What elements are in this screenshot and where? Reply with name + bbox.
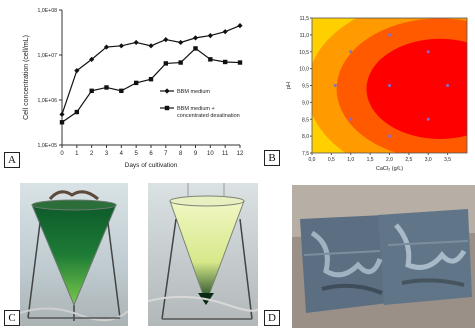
x-tick-label: 3 [105, 151, 109, 157]
x-tick-label: 1,5 [367, 157, 374, 163]
data-point [133, 80, 139, 86]
x-tick-label: 3,5 [444, 157, 451, 163]
x-tick-label: 2 [90, 151, 94, 157]
design-point [388, 84, 391, 87]
y-tick-label: 7,5 [302, 151, 309, 157]
x-tick-label: 6 [149, 151, 153, 157]
panel-c: C [0, 180, 262, 328]
x-axis-title: CaCl₂ (g/L) [376, 166, 403, 172]
x-tick-label: 0,5 [328, 157, 335, 163]
y-tick-label: 10,5 [299, 50, 309, 56]
y-tick-label: 1,0E+08 [38, 8, 58, 14]
data-point [103, 44, 110, 50]
y-tick-label: 8,5 [302, 117, 309, 123]
data-point [237, 23, 243, 29]
contour-band-7 [366, 38, 467, 139]
design-point [426, 50, 430, 54]
x-tick-label: 7 [164, 151, 168, 157]
legend-label-2: BBM medium + [177, 106, 215, 112]
x-tick-label: 0,0 [309, 157, 316, 163]
photo-reactor-dense-culture [20, 183, 128, 326]
data-point [89, 56, 95, 62]
x-tick-label: 12 [237, 151, 244, 157]
panel-a: 1,0E+05 1,0E+06 1,0E+07 1,0E+08 0 1 2 3 4 5 6 7 8 9 10… [0, 0, 258, 176]
data-point [163, 61, 169, 66]
data-point [208, 57, 213, 62]
data-point [192, 35, 199, 41]
y-axis-title: Cell concentration (cell/mL) [23, 35, 30, 120]
legend-marker-2 [164, 105, 170, 111]
x-tick-label: 0 [60, 151, 64, 157]
legend-label-1: BBM medium [177, 89, 210, 95]
panel-label-c: C [4, 310, 20, 326]
design-point [426, 117, 430, 121]
data-point [74, 109, 80, 115]
design-point [388, 33, 391, 37]
design-point [349, 117, 353, 121]
x-tick-label: 10 [207, 151, 214, 157]
data-point [237, 60, 243, 65]
x-tick-label: 1,0 [347, 157, 354, 163]
data-point [178, 39, 184, 46]
legend-label-2-cont: concentrated desalination [177, 113, 240, 119]
panel-label-a: A [4, 152, 20, 168]
x-tick-label: 1 [75, 151, 79, 157]
surface-bands [312, 18, 467, 153]
y-tick-label: 8,0 [302, 134, 309, 140]
x-tick-label: 2,0 [386, 157, 393, 163]
data-point [148, 76, 154, 82]
y-tick-label: 11,5 [300, 16, 310, 22]
data-point [119, 88, 124, 94]
data-point [163, 36, 169, 43]
panel-label-d: D [264, 310, 280, 326]
photo-dyed-fabric [292, 185, 475, 328]
data-point [89, 88, 94, 94]
data-point [193, 46, 198, 51]
photo-reactor-desalination-culture [148, 183, 258, 326]
y-tick-label: 9,0 [302, 100, 309, 106]
series-line-1 [61, 25, 241, 115]
x-tick-label: 3,0 [425, 157, 432, 163]
data-point [118, 43, 124, 49]
x-tick-label: 11 [222, 151, 229, 157]
y-tick-label: 1,0E+05 [38, 143, 58, 149]
y-tick-label: 1,0E+07 [38, 53, 58, 59]
x-tick-label: 5 [134, 151, 138, 157]
y-tick-label: 11,0 [300, 33, 310, 39]
data-point [59, 111, 65, 117]
data-point [148, 43, 154, 49]
growth-chart: 1,0E+051,0E+061,0E+071,0E+080 1 2 3 4 5 6 7 8 9 10… [23, 8, 244, 169]
data-point [133, 39, 139, 46]
x-tick-label: 2,5 [405, 157, 412, 163]
data-point [59, 120, 65, 125]
design-point [333, 84, 337, 87]
data-point [207, 32, 213, 39]
legend-marker-1 [164, 88, 170, 94]
design-point [446, 84, 450, 87]
y-tick-label: 9,5 [302, 84, 309, 90]
x-axis-title: Days of cultivation [125, 162, 178, 169]
data-point [222, 29, 228, 35]
panel-b: 7,5 8,0 8,5 9,0 9,5 10,0 10,5 11,0 11,5 0,0 0,5 1,0… [262, 0, 475, 176]
response-surface-chart: 7,5 8,0 8,5 9,0 9,5 10,0 10,5 11,0 11,5 0,0 0,5 1,0… [286, 16, 468, 172]
data-point [178, 60, 183, 65]
y-tick-label: 10,0 [299, 67, 309, 73]
data-point [222, 59, 228, 65]
y-tick-label: 1,0E+06 [38, 98, 58, 104]
x-tick-label: 4 [120, 151, 124, 157]
design-point [388, 134, 391, 138]
x-tick-label: 9 [194, 151, 198, 157]
y-axis-title: pH [286, 82, 292, 89]
panel-d: D [262, 180, 475, 328]
data-point [74, 68, 80, 74]
design-point [349, 50, 353, 54]
x-tick-label: 8 [179, 151, 183, 157]
panel-label-b: B [264, 150, 280, 166]
data-point [104, 85, 109, 90]
